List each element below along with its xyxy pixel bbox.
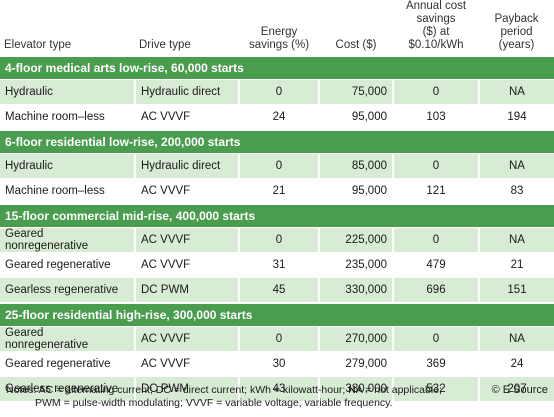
cell: NA [478, 153, 554, 179]
cell: 103 [392, 104, 479, 130]
cell: 95,000 [318, 104, 393, 130]
cell: 0 [392, 326, 479, 352]
cell: 194 [478, 104, 554, 130]
cell: Gearless regenerative [0, 277, 135, 303]
cell: AC VVVF [134, 326, 239, 352]
cell: 21 [478, 252, 554, 278]
table-body: 4-floor medical arts low-rise, 60,000 st… [0, 55, 554, 401]
section-row: 15-floor commercial mid-rise, 400,000 st… [0, 203, 554, 228]
note-line: PWM = pulse-width modulating; VVVF = var… [35, 397, 393, 409]
column-header: Annual cost savings ($) at $0.10/kWh [405, 0, 467, 51]
cell: 121 [392, 178, 479, 204]
cell: 380,000 [318, 376, 393, 401]
section-title: 15-floor commercial mid-rise, 400,000 st… [0, 203, 554, 228]
cell: Hydraulic direct [134, 79, 239, 105]
section-title: 25-floor residential high-rise, 300,000 … [0, 302, 554, 327]
cell: Geared nonregenerative [0, 227, 135, 253]
data-row: Hydraulic Hydraulic direct 0 85,000 0 NA [0, 153, 554, 179]
cell: NA [478, 79, 554, 105]
cell: 83 [478, 178, 554, 204]
cell: 0 [392, 153, 479, 179]
cell: NA [478, 227, 554, 253]
cell: Hydraulic [0, 153, 135, 179]
data-row: Geared nonregenerative AC VVVF 0 225,000 0 NA [0, 227, 554, 253]
cell: 330,000 [318, 277, 393, 303]
cell: 31 [238, 252, 319, 278]
cell: 225,000 [318, 227, 393, 253]
notes: Notes: AC = alternating current; DC = di… [6, 384, 442, 410]
cell: 43 [238, 376, 319, 401]
cell: AC VVVF [134, 351, 239, 377]
column-header: Drive type [139, 39, 191, 51]
cell: DC PWM [134, 376, 239, 401]
cell: AC VVVF [134, 178, 239, 204]
column-header: Payback period (years) [494, 13, 539, 51]
cell: 270,000 [318, 326, 393, 352]
note-line: Notes: AC = alternating current; DC = di… [6, 384, 442, 396]
cell: Hydraulic [0, 79, 135, 105]
header-row: Elevator type Drive type Energy savings (%… [0, 0, 554, 56]
column-header: Energy savings (%) [248, 26, 310, 51]
data-row: Geared regenerative AC VVVF 30 279,000 369 24 [0, 351, 554, 377]
table: Elevator type Drive type Energy savings (%… [0, 0, 554, 401]
column-header: Elevator type [4, 39, 72, 51]
cell: Hydraulic direct [134, 153, 239, 179]
cell: 30 [238, 351, 319, 377]
column-header: Cost ($) [335, 39, 377, 51]
cell: Machine room–less [0, 104, 135, 130]
cell: 75,000 [318, 79, 393, 105]
cell: 151 [478, 277, 554, 303]
cell: 0 [238, 153, 319, 179]
cell: 235,000 [318, 252, 393, 278]
section-row: 6-floor residential low-rise, 200,000 st… [0, 129, 554, 154]
data-row: Hydraulic Hydraulic direct 0 75,000 0 NA [0, 79, 554, 105]
data-row: Gearless regenerative DC PWM 45 330,000 696 1… [0, 277, 554, 303]
data-row: Geared regenerative AC VVVF 31 235,000 479 21 [0, 252, 554, 278]
cell: Geared regenerative [0, 252, 135, 278]
cell: 369 [392, 351, 479, 377]
cell: 0 [238, 227, 319, 253]
cell: 85,000 [318, 153, 393, 179]
cell: 95,000 [318, 178, 393, 204]
cell: AC VVVF [134, 252, 239, 278]
cell: 696 [392, 277, 479, 303]
cell: Gearless regenerative [0, 376, 135, 401]
section-row: 25-floor residential high-rise, 300,000 … [0, 302, 554, 327]
data-row: Machine room–less AC VVVF 21 95,000 121 83 [0, 178, 554, 204]
cell: AC VVVF [134, 227, 239, 253]
data-row: Gearless regenerative DC PWM 43 380,000 532 2… [0, 376, 554, 401]
cell: 0 [238, 79, 319, 105]
data-row: Machine room–less AC VVVF 24 95,000 103 194 [0, 104, 554, 130]
cell: 0 [238, 326, 319, 352]
cell: Machine room–less [0, 178, 135, 204]
section-row: 4-floor medical arts low-rise, 60,000 st… [0, 55, 554, 80]
cell: 279,000 [318, 351, 393, 377]
cell: 207 [478, 376, 554, 401]
cell: 21 [238, 178, 319, 204]
cell: 479 [392, 252, 479, 278]
cell: 0 [392, 79, 479, 105]
cell: 0 [392, 227, 479, 253]
cell: DC PWM [134, 277, 239, 303]
cell: Geared nonregenerative [0, 326, 135, 352]
cell: AC VVVF [134, 104, 239, 130]
source: © E Source [491, 384, 548, 396]
cell: Geared regenerative [0, 351, 135, 377]
section-title: 4-floor medical arts low-rise, 60,000 st… [0, 55, 554, 80]
cell: 45 [238, 277, 319, 303]
cell: NA [478, 326, 554, 352]
cell: 532 [392, 376, 479, 401]
data-row: Geared nonregenerative AC VVVF 0 270,000 0 NA [0, 326, 554, 352]
cell: 24 [238, 104, 319, 130]
section-title: 6-floor residential low-rise, 200,000 st… [0, 129, 554, 154]
cell: 24 [478, 351, 554, 377]
